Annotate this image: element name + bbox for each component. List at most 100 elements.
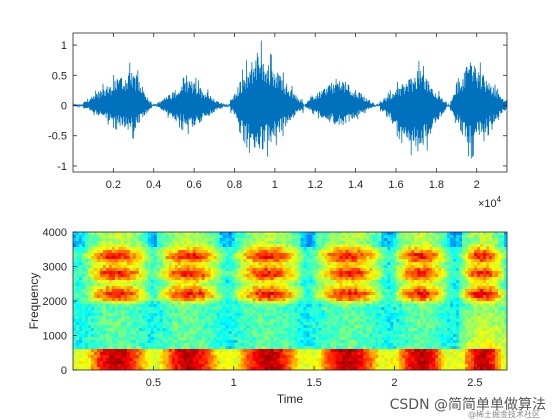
spectrogram-cell bbox=[387, 313, 391, 317]
spectrogram-cell bbox=[150, 283, 155, 287]
spectrogram-cell bbox=[117, 355, 122, 359]
spectrogram-cell bbox=[75, 304, 80, 308]
spectrogram-cell bbox=[231, 352, 236, 356]
spectrogram-cell bbox=[138, 331, 143, 335]
spectrogram-cell bbox=[300, 313, 304, 317]
spectrogram-cell bbox=[369, 349, 373, 353]
spectrogram-cell bbox=[219, 352, 224, 356]
spectrogram-cell bbox=[90, 289, 95, 293]
spectrogram-cell bbox=[216, 244, 221, 248]
spectrogram-cell bbox=[342, 355, 346, 359]
spectrogram-cell bbox=[123, 247, 128, 251]
spectrogram-cell bbox=[156, 289, 161, 293]
spectrogram-cell bbox=[249, 334, 253, 338]
spectrogram-cell bbox=[285, 286, 289, 290]
spectrogram-cell bbox=[150, 238, 155, 242]
spectrogram-cell bbox=[126, 238, 131, 242]
spectrogram-cell bbox=[108, 304, 113, 308]
spectrogram-cell bbox=[225, 256, 230, 260]
spectrogram-cell bbox=[297, 355, 301, 359]
spectrogram-cell bbox=[159, 325, 164, 329]
spectrogram-cell bbox=[105, 244, 110, 248]
spectrogram-cell bbox=[189, 289, 194, 293]
spectrogram-cell bbox=[162, 361, 167, 365]
spectrogram-cell bbox=[73, 289, 77, 293]
spectrogram-cell bbox=[108, 322, 113, 326]
spectrogram-cell bbox=[336, 232, 340, 236]
spectrogram-cell bbox=[201, 349, 206, 353]
spectrogram-cell bbox=[363, 262, 367, 266]
spectrogram-cell bbox=[312, 331, 316, 335]
spectrogram-cell bbox=[234, 301, 239, 305]
spectrogram-cell bbox=[270, 349, 274, 353]
spectrogram-cell bbox=[171, 289, 176, 293]
spectrogram-cell bbox=[108, 298, 113, 302]
spectrogram-cell bbox=[87, 310, 92, 314]
spectrogram-cell bbox=[210, 328, 215, 332]
spectrogram-cell bbox=[123, 256, 128, 260]
spectrogram-cell bbox=[372, 361, 376, 365]
spectrogram-cell bbox=[384, 313, 388, 317]
spectrogram-cell bbox=[360, 307, 364, 311]
spectrogram-cell bbox=[222, 328, 227, 332]
spectrogram-cell bbox=[117, 325, 122, 329]
spectrogram-cell bbox=[354, 268, 358, 272]
spectrogram-cell bbox=[297, 289, 301, 293]
spectrogram-cell bbox=[204, 238, 209, 242]
spectrogram-cell bbox=[111, 364, 116, 368]
spectrogram-cell bbox=[351, 337, 355, 341]
spectrogram-cell bbox=[234, 367, 239, 371]
spectrogram-cell bbox=[381, 346, 385, 350]
spectrogram-cell bbox=[153, 346, 158, 350]
spectrogram-cell bbox=[261, 331, 265, 335]
spectrogram-cell bbox=[147, 301, 152, 305]
spectrogram-cell bbox=[267, 280, 271, 284]
spectrogram-cell bbox=[345, 346, 349, 350]
spectrogram-cell bbox=[99, 289, 104, 293]
spectrogram-cell bbox=[192, 244, 197, 248]
spectrogram-cell bbox=[276, 289, 280, 293]
spectrogram-cell bbox=[144, 343, 149, 347]
spectrogram-cell bbox=[102, 250, 107, 254]
spectrogram-cell bbox=[372, 283, 376, 287]
spectrogram-cell bbox=[273, 292, 277, 296]
spectrogram-cell bbox=[75, 295, 80, 299]
spectrogram-cell bbox=[165, 253, 170, 257]
spectrogram-cell bbox=[294, 253, 298, 257]
spectrogram-cell bbox=[123, 244, 128, 248]
spectrogram-cell bbox=[294, 343, 298, 347]
spectrogram-cell bbox=[354, 259, 358, 263]
spectrogram-cell bbox=[357, 316, 361, 320]
spectrogram-cell bbox=[216, 337, 221, 341]
spectrogram-cell bbox=[288, 352, 292, 356]
spectrogram-cell bbox=[120, 364, 125, 368]
spectrogram-cell bbox=[171, 358, 176, 362]
spectrogram-cell bbox=[276, 316, 280, 320]
spectrogram-cell bbox=[105, 331, 110, 335]
spectrogram-cell bbox=[261, 355, 265, 359]
spectrogram-cell bbox=[177, 334, 182, 338]
spectrogram-cell bbox=[144, 358, 149, 362]
spectrogram-cell bbox=[195, 277, 200, 281]
spectrogram-cell bbox=[99, 253, 104, 257]
spectrogram-cell bbox=[219, 367, 224, 371]
spectrogram-cell bbox=[138, 286, 143, 290]
spectrogram-cell bbox=[270, 262, 274, 266]
spectrogram-cell bbox=[120, 238, 125, 242]
spectrogram-cell bbox=[123, 361, 128, 365]
spectrogram-cell bbox=[171, 247, 176, 251]
spectrogram-cell bbox=[150, 337, 155, 341]
spectrogram-cell bbox=[303, 313, 307, 317]
spectrogram-cell bbox=[288, 340, 292, 344]
spectrogram-cell bbox=[231, 265, 236, 269]
spectrogram-cell bbox=[201, 358, 206, 362]
spectrogram-cell bbox=[306, 262, 310, 266]
spectrogram-cell bbox=[309, 292, 313, 296]
spectrogram-cell bbox=[369, 274, 373, 278]
spectrogram-cell bbox=[117, 328, 122, 332]
spectrogram-cell bbox=[348, 244, 352, 248]
spectrogram-cell bbox=[219, 358, 224, 362]
spectrogram-cell bbox=[378, 241, 382, 245]
spectrogram-cell bbox=[348, 289, 352, 293]
spectrogram-cell bbox=[73, 241, 77, 245]
